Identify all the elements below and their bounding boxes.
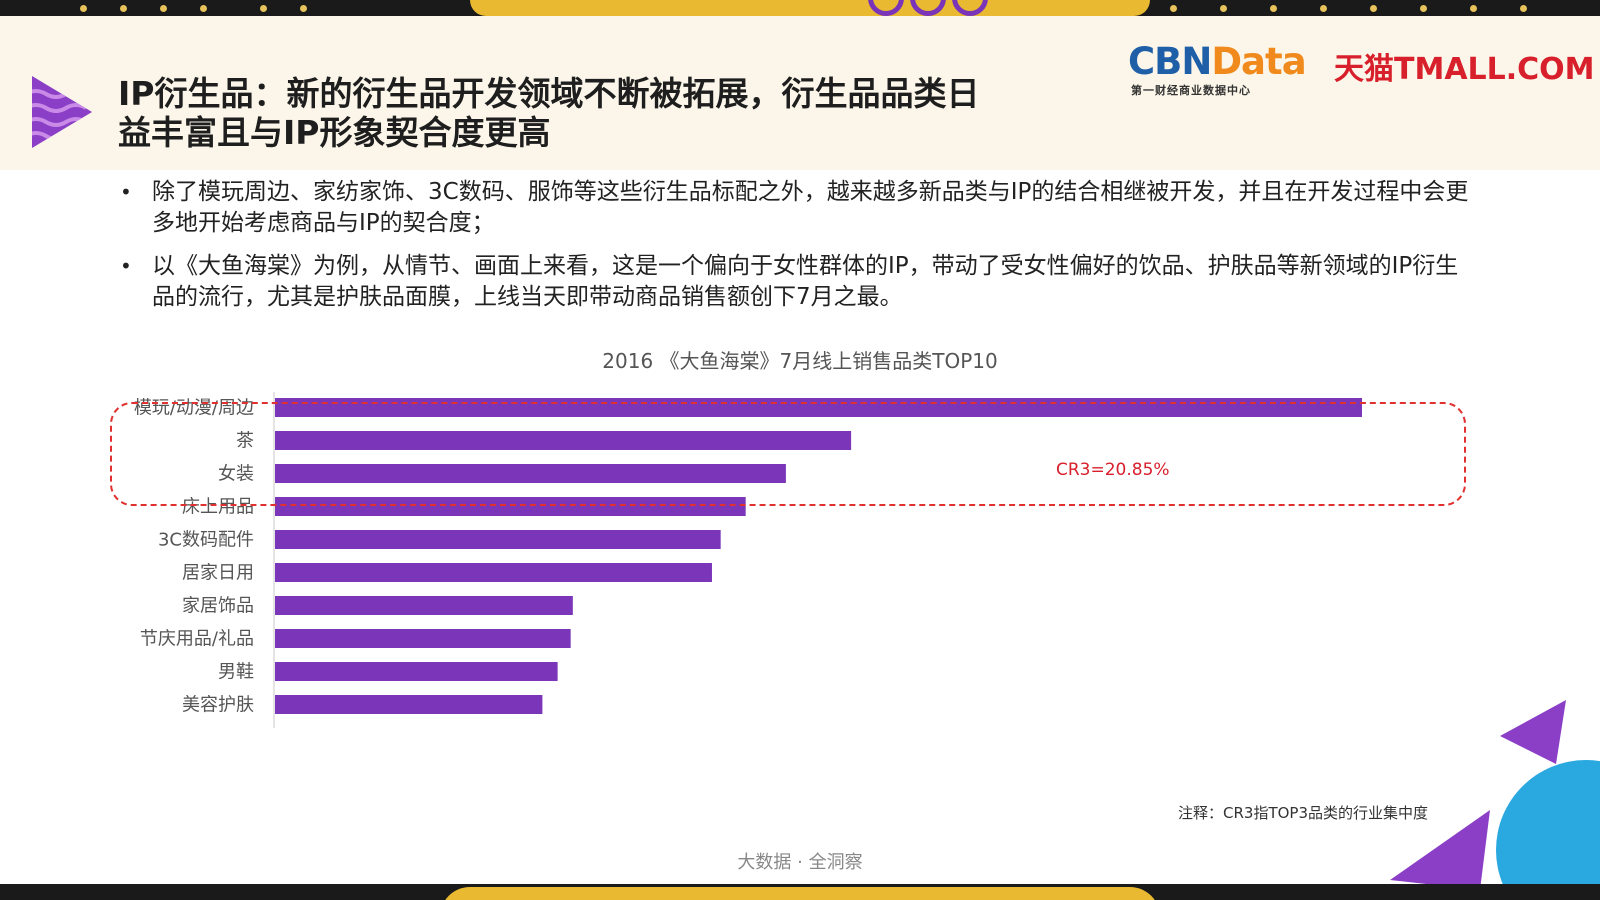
decor-dot [160, 5, 167, 12]
decor-purple-triangle [1500, 700, 1566, 764]
decor-dot [120, 5, 127, 12]
decor-dot [260, 5, 267, 12]
cbndata-logo-subtitle: 第一财经商业数据中心 [1131, 84, 1251, 97]
bullet-marker: • [120, 254, 132, 278]
bullet-text: 除了模玩周边、家纺家饰、3C数码、服饰等这些衍生品标配之外，越来越多新品类与IP… [152, 179, 1469, 236]
slide-header: IP衍生品：新的衍生品开发领域不断被拓展，衍生品品类日 益丰富且与IP形象契合度… [0, 16, 1600, 170]
bar [275, 497, 746, 516]
cr3-highlight-box [110, 402, 1466, 506]
bottom-gold-band [440, 887, 1160, 900]
decor-dot [300, 5, 307, 12]
decor-dot [1270, 5, 1277, 12]
bar [275, 629, 571, 648]
bullet-item: • 除了模玩周边、家纺家饰、3C数码、服饰等这些衍生品标配之外，越来越多新品类与… [118, 177, 1478, 239]
cbndata-logo: CBNData [1128, 40, 1307, 83]
play-triangle-icon [32, 76, 92, 148]
category-label: 居家日用 [182, 563, 254, 584]
bar [275, 431, 852, 450]
bar [275, 662, 558, 681]
bar [275, 695, 543, 714]
decor-dot [1370, 5, 1377, 12]
top-gold-band [470, 0, 1150, 16]
category-label: 女装 [218, 464, 254, 485]
bar [275, 596, 573, 615]
chart-title: 2016 《大鱼海棠》7月线上销售品类TOP10 [602, 349, 998, 373]
category-label: 美容护肤 [182, 695, 254, 716]
decor-dot [1320, 5, 1327, 12]
decor-dot [1470, 5, 1477, 12]
footer-slogan: 大数据 · 全洞察 [737, 852, 863, 873]
top-decoration-strip [0, 0, 1600, 16]
chart-note: 注释：CR3指TOP3品类的行业集中度 [1178, 804, 1428, 822]
decor-purple-triangle [1390, 810, 1490, 890]
category-label: 家居饰品 [182, 596, 254, 617]
tmall-logo: 天猫TMALL.COM [1334, 52, 1595, 87]
category-label: 床上用品 [182, 497, 254, 518]
bottom-decoration-strip [0, 884, 1600, 900]
title-line-1: IP衍生品：新的衍生品开发领域不断被拓展，衍生品品类日 [118, 74, 980, 113]
bullet-list: • 除了模玩周边、家纺家饰、3C数码、服饰等这些衍生品标配之外，越来越多新品类与… [118, 177, 1478, 325]
title-line-2: 益丰富且与IP形象契合度更高 [118, 113, 551, 152]
page-title: IP衍生品：新的衍生品开发领域不断被拓展，衍生品品类日 益丰富且与IP形象契合度… [118, 74, 1078, 152]
bullet-item: • 以《大鱼海棠》为例，从情节、画面上来看，这是一个偏向于女性群体的IP，带动了… [118, 251, 1478, 313]
bar [275, 530, 721, 549]
cbn-logo-data-text: Data [1211, 40, 1306, 83]
category-label: 3C数码配件 [158, 530, 254, 551]
corner-decoration [1390, 700, 1600, 890]
decor-dot [200, 5, 207, 12]
category-label: 男鞋 [218, 662, 254, 683]
category-label: 节庆用品/礼品 [140, 629, 254, 650]
bar [275, 563, 712, 582]
bullet-text: 以《大鱼海棠》为例，从情节、画面上来看，这是一个偏向于女性群体的IP，带动了受女… [152, 253, 1459, 310]
decor-dot [1170, 5, 1177, 12]
category-label: 茶 [236, 431, 254, 452]
cr3-label: CR3=20.85% [1056, 460, 1170, 480]
cbn-logo-text: CBN [1128, 40, 1212, 83]
decor-dot [1520, 5, 1527, 12]
decor-dot [1420, 5, 1427, 12]
bar-chart: 模玩/动漫/周边茶女装床上用品3C数码配件居家日用家居饰品节庆用品/礼品男鞋美容… [134, 392, 1362, 728]
bar [275, 464, 786, 483]
bullet-marker: • [120, 180, 132, 204]
decor-dot [80, 5, 87, 12]
decor-dot [1220, 5, 1227, 12]
decor-blue-circle [1496, 760, 1600, 890]
